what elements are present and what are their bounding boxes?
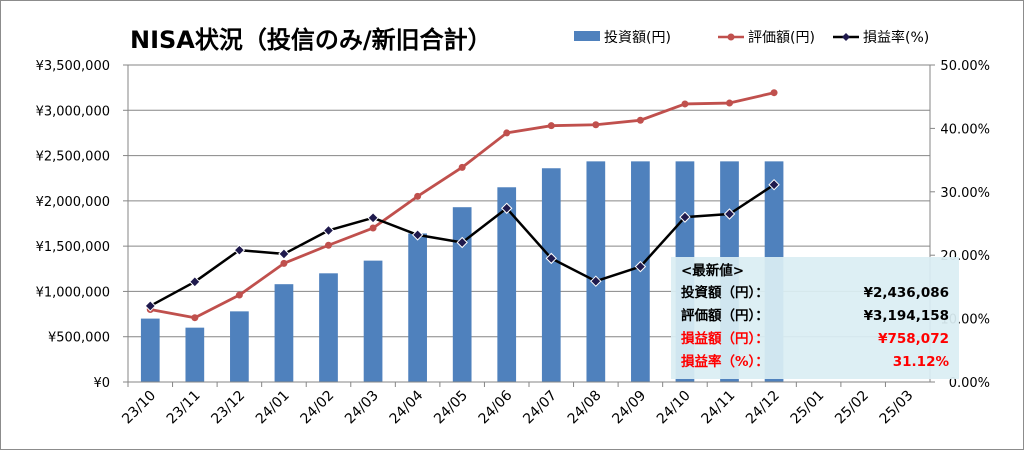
y-left-tick-label: ¥3,000,000 <box>36 104 110 119</box>
bar <box>408 233 427 382</box>
valuation-point <box>458 163 466 171</box>
rate-point <box>411 229 424 241</box>
bar <box>140 318 160 382</box>
x-tick-label: 24/12 <box>743 388 783 428</box>
x-tick-label: 23/10 <box>119 388 159 428</box>
latest-values-header: <最新値> <box>681 263 745 279</box>
y-left-tick-label: ¥1,000,000 <box>36 285 110 300</box>
bar <box>497 187 517 382</box>
x-tick-label: 25/01 <box>788 388 828 428</box>
latest-values-panel: <最新値> 投資額（円）： ¥2,436,086 評価額（円）： ¥3,194,… <box>671 257 959 379</box>
info-row-profit: 損益額（円）： ¥758,072 <box>681 328 949 351</box>
y-right-tick-label: 50.00% <box>940 59 990 74</box>
x-tick-label: 24/02 <box>297 388 337 428</box>
x-tick-label: 24/11 <box>698 388 738 428</box>
x-tick-label: 24/04 <box>387 387 427 427</box>
valuation-point <box>191 314 199 322</box>
valuation-point <box>547 122 555 130</box>
y-left-tick-label: ¥0 <box>93 376 110 391</box>
rate-point <box>367 212 379 224</box>
bar <box>363 260 383 382</box>
rate-point <box>545 252 557 265</box>
rate-point <box>679 211 691 223</box>
valuation-point <box>770 89 778 97</box>
y-left-tick-label: ¥1,500,000 <box>36 240 110 255</box>
bar <box>185 327 205 382</box>
valuation-point <box>592 121 600 129</box>
rate-point <box>278 248 290 260</box>
rate-point <box>233 244 246 256</box>
x-tick-label: 24/09 <box>609 388 649 428</box>
x-tick-label: 24/01 <box>253 388 293 428</box>
legend-swatch-bar <box>574 31 600 41</box>
rate-point <box>322 224 335 237</box>
legend-marker <box>727 33 735 41</box>
y-right-tick-label: 0.00% <box>949 376 990 391</box>
rate-point <box>501 202 513 214</box>
y-left-tick-label: ¥500,000 <box>48 331 110 346</box>
valuation-point <box>681 100 689 108</box>
valuation-point <box>369 224 377 232</box>
x-tick-label: 25/03 <box>877 388 917 428</box>
info-label: 評価額（円）： <box>681 308 769 324</box>
y-right-tick-label: 30.00% <box>940 186 990 201</box>
info-label: 投資額（円）： <box>681 285 769 301</box>
info-value: ¥758,072 <box>878 331 949 347</box>
legend-label: 損益率(%) <box>863 29 929 46</box>
rate-point <box>723 208 736 220</box>
x-tick-label: 24/07 <box>520 388 560 428</box>
valuation-point <box>235 291 243 299</box>
valuation-point <box>325 241 332 249</box>
y-left-tick-label: ¥2,500,000 <box>36 150 110 165</box>
bar <box>230 311 249 382</box>
info-row-profit-rate: 損益率（%）： 31.12% <box>681 351 949 374</box>
info-row-invest: 投資額（円）： ¥2,436,086 <box>681 282 949 305</box>
valuation-point <box>503 129 511 137</box>
info-value: ¥2,436,086 <box>863 285 949 301</box>
y-left-tick-label: ¥2,000,000 <box>36 195 110 210</box>
valuation-point <box>636 116 644 124</box>
bar <box>319 273 338 382</box>
rate-point <box>144 300 156 312</box>
x-tick-label: 24/05 <box>431 388 471 428</box>
info-value: 31.12% <box>892 354 949 370</box>
rate-point <box>768 178 780 191</box>
legend: 投資額(円) 評価額(円) 損益率(%) <box>574 29 929 46</box>
bar <box>586 161 606 382</box>
rate-point <box>456 236 468 249</box>
y-left-tick-label: ¥3,500,000 <box>36 59 110 74</box>
valuation-point <box>414 192 422 200</box>
x-tick-label: 23/12 <box>208 388 248 428</box>
legend-label: 投資額(円) <box>604 30 671 46</box>
y-right-tick-label: 40.00% <box>940 122 990 137</box>
legend-marker <box>842 33 850 41</box>
x-tick-label: 23/11 <box>164 388 204 428</box>
bar-series-invest <box>140 161 784 382</box>
x-tick-label: 24/10 <box>654 388 694 428</box>
info-row-valuation: 評価額（円）： ¥3,194,158 <box>681 305 949 328</box>
line-series <box>144 89 780 322</box>
info-label: 損益率（%）： <box>681 354 769 370</box>
rate-point <box>189 276 201 288</box>
x-tick-label: 24/06 <box>476 387 516 427</box>
valuation-point <box>726 99 733 107</box>
info-value: ¥3,194,158 <box>863 308 949 324</box>
bar <box>452 207 472 382</box>
x-tick-label: 24/08 <box>565 388 605 428</box>
bar <box>274 284 294 382</box>
legend-label: 評価額(円) <box>748 30 815 46</box>
x-tick-label: 24/03 <box>342 388 382 428</box>
chart-title: NISA状況（投信のみ/新旧合計） <box>130 26 492 54</box>
rate-point <box>634 260 647 273</box>
x-tick-label: 25/02 <box>832 388 872 428</box>
bar <box>541 168 561 382</box>
valuation-point <box>280 259 288 267</box>
rate-point <box>590 275 602 287</box>
info-label: 損益額（円）： <box>681 331 769 347</box>
